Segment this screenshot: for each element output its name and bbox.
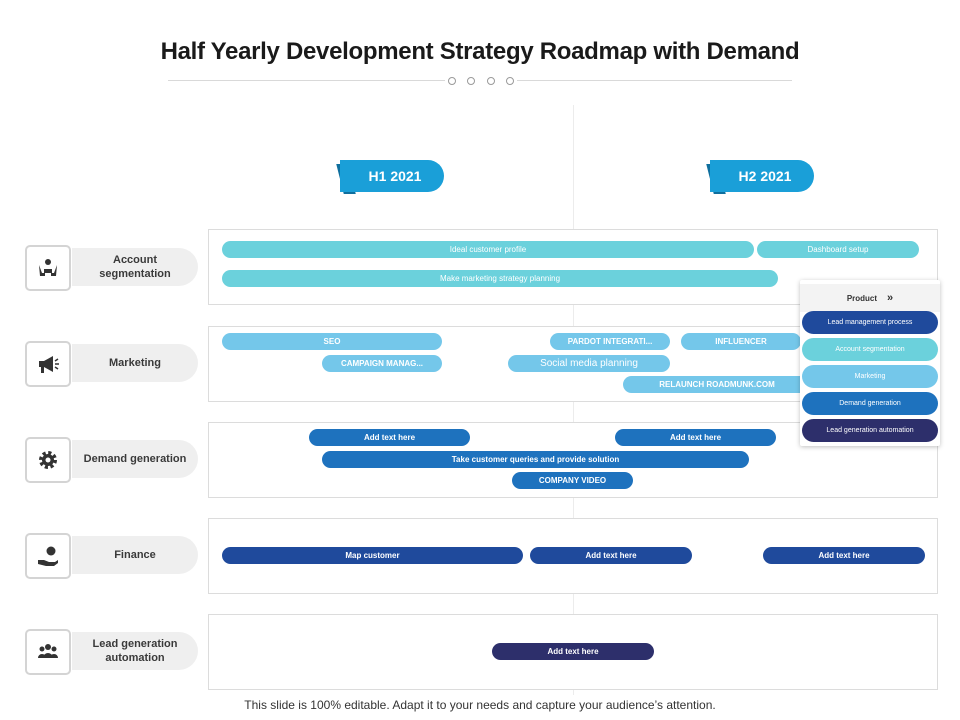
title-dots xyxy=(445,77,517,87)
group-icon xyxy=(25,629,71,675)
bar-finance-text-1: Add text here xyxy=(530,547,692,564)
slide-title: Half Yearly Development Strategy Roadmap… xyxy=(160,38,800,65)
row-label-lead: Lead generation automation xyxy=(72,632,198,670)
row-label-finance: Finance xyxy=(72,536,198,574)
bar-map-customer: Map customer xyxy=(222,547,523,564)
bar-marketing-strategy: Make marketing strategy planning xyxy=(222,270,778,287)
row-label-marketing: Marketing xyxy=(72,344,198,382)
bar-lead-text: Add text here xyxy=(492,643,654,660)
money-hand-icon xyxy=(25,533,71,579)
bar-seo: SEO xyxy=(222,333,442,350)
bar-dashboard-setup: Dashboard setup xyxy=(757,241,919,258)
footer-note: This slide is 100% editable. Adapt it to… xyxy=(244,698,716,712)
bar-ideal-customer-profile: Ideal customer profile xyxy=(222,241,754,258)
row-label-demand: Demand generation xyxy=(72,440,198,478)
people-hands-icon xyxy=(25,245,71,291)
period-h2: H2 2021 xyxy=(710,160,814,192)
product-legend-panel: Product » Lead management process Accoun… xyxy=(800,280,940,446)
row-label-account: Account segmentation xyxy=(72,248,198,286)
megaphone-icon xyxy=(25,341,71,387)
bar-pardot: PARDOT INTEGRATI... xyxy=(550,333,670,350)
legend-item-demand-generation[interactable]: Demand generation xyxy=(802,392,938,415)
bar-relaunch: RELAUNCH ROADMUNK.COM xyxy=(623,376,811,393)
bar-campaign: CAMPAIGN MANAG... xyxy=(322,355,442,372)
bar-demand-text-1: Add text here xyxy=(309,429,470,446)
legend-header[interactable]: Product » xyxy=(800,284,940,312)
bar-finance-text-2: Add text here xyxy=(763,547,925,564)
legend-item-lead-management[interactable]: Lead management process xyxy=(802,311,938,334)
double-chevron-right-icon: » xyxy=(887,292,894,304)
bar-social-media: Social media planning xyxy=(508,355,670,372)
period-h1: H1 2021 xyxy=(340,160,444,192)
legend-item-lead-generation[interactable]: Lead generation automation xyxy=(802,419,938,442)
gear-icon xyxy=(25,437,71,483)
bar-demand-text-2: Add text here xyxy=(615,429,776,446)
bar-customer-queries: Take customer queries and provide soluti… xyxy=(322,451,749,468)
legend-item-marketing[interactable]: Marketing xyxy=(802,365,938,388)
bar-company-video: COMPANY VIDEO xyxy=(512,472,633,489)
bar-influencer: INFLUENCER xyxy=(681,333,801,350)
legend-title: Product xyxy=(846,293,878,303)
legend-item-account-segmentation[interactable]: Account segmentation xyxy=(802,338,938,361)
